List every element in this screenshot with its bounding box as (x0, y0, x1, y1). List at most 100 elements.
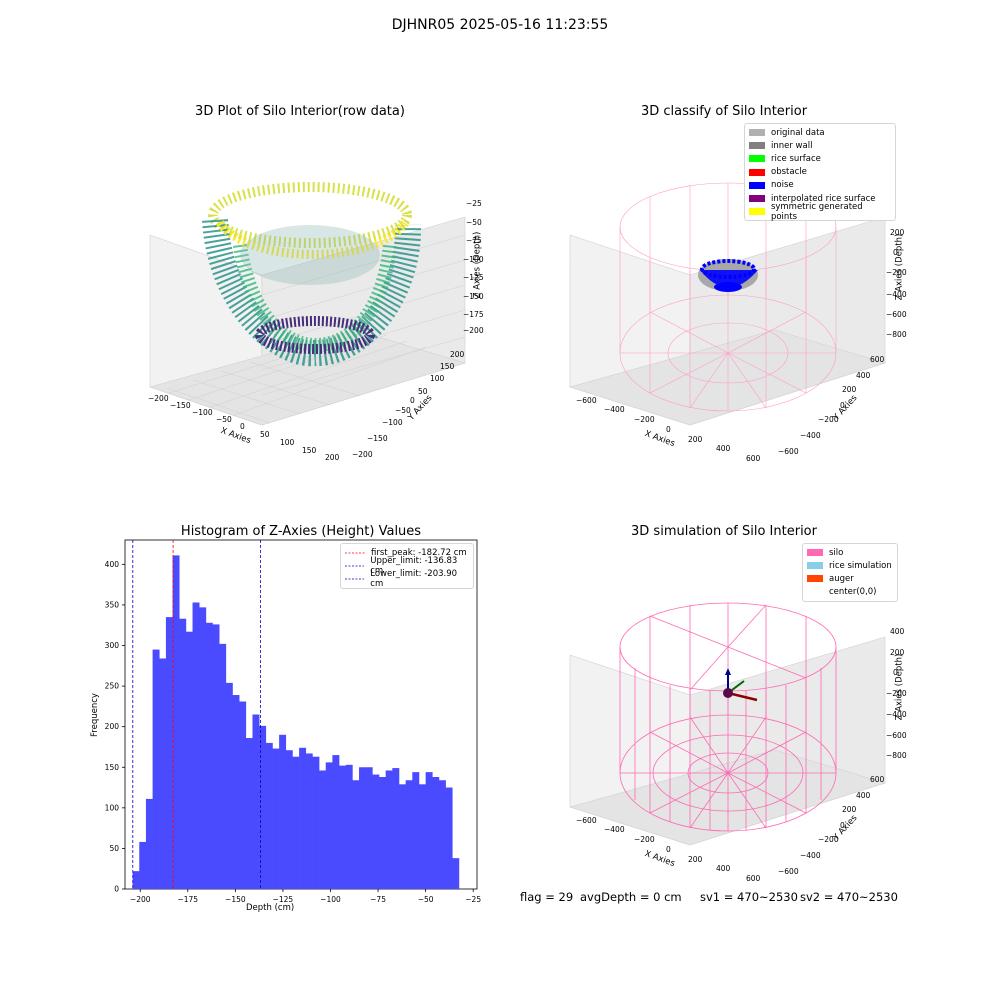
z-tick: 200 (890, 228, 905, 237)
y-tick: 200 (842, 385, 857, 394)
histogram-bar (392, 768, 400, 889)
histogram-bar (259, 725, 267, 889)
y-tick: 150 (440, 362, 455, 371)
z-tick: −50 (466, 218, 482, 227)
x-tick: −150 (170, 401, 191, 410)
y-tick-label: 50 (109, 844, 119, 853)
legend-swatch (345, 565, 365, 567)
z-tick: −125 (463, 273, 484, 282)
y-tick: 100 (430, 374, 445, 383)
histogram-bar (325, 762, 333, 889)
histogram-bar (385, 770, 393, 889)
z-tick: −800 (886, 751, 907, 760)
cylinder-wireframe-icon (619, 602, 837, 832)
x-tick: 0 (240, 422, 245, 431)
histogram-bar (279, 734, 287, 889)
legend-entry: obstacle (749, 166, 891, 179)
y-tick: −200 (818, 835, 839, 844)
histogram-bar (245, 738, 253, 889)
avg-depth-text: avgDepth = 0 cm (580, 890, 682, 904)
histogram-bar (292, 756, 300, 889)
panel4-legend: silo rice simulation auger center(0,0) (802, 543, 898, 602)
panel4-title: 3D simulation of Silo Interior (631, 524, 817, 539)
legend-swatch (749, 155, 765, 163)
y-tick: −50 (395, 406, 411, 415)
histogram-bar (145, 798, 153, 889)
legend-label: rice surface (771, 153, 821, 164)
histogram-bar (265, 742, 273, 889)
x-tick: −400 (604, 825, 625, 834)
histogram-bar (132, 871, 140, 889)
histogram-bar (159, 658, 167, 889)
panel2-title: 3D classify of Silo Interior (640, 104, 808, 119)
y-tick: −600 (778, 447, 799, 456)
histogram-bar (285, 750, 293, 889)
histogram-bar (272, 748, 280, 889)
3d-axes-box-icon (568, 636, 887, 846)
legend-entry: inner wall (749, 139, 891, 152)
x-tick: 400 (716, 444, 731, 453)
histogram-bar (319, 770, 327, 889)
histogram-bar (445, 787, 453, 889)
histogram-bar (139, 841, 147, 889)
x-tick: −50 (216, 415, 232, 424)
x-tick: −400 (604, 405, 625, 414)
x-tick: −600 (576, 396, 597, 405)
y-tick: −150 (367, 434, 388, 443)
legend-label: rice simulation (829, 560, 892, 571)
y-tick: 0 (840, 821, 845, 830)
x-tick: −100 (192, 408, 213, 417)
z-tick: 0 (893, 668, 898, 677)
panel2-legend: original data inner wall rice surface ob… (744, 123, 896, 222)
legend-swatch (749, 168, 765, 176)
histogram-bar (252, 714, 260, 889)
histogram-bar (219, 643, 227, 889)
histogram-bar (185, 631, 193, 889)
histogram-bar (299, 747, 307, 889)
z-tick: −150 (463, 292, 484, 301)
y-tick: −200 (352, 450, 373, 459)
z-tick: −175 (463, 310, 484, 319)
panel1-zlabel: Z Axies (Depth) (472, 231, 483, 299)
y-tick: 600 (870, 775, 885, 784)
z-tick: −400 (886, 290, 907, 299)
bowl-point-cloud-icon (202, 182, 422, 367)
x-tick: −200 (634, 835, 655, 844)
figure-suptitle: DJHNR05 2025-05-16 11:23:55 (391, 17, 609, 33)
y-tick: 400 (856, 371, 871, 380)
y-tick: −200 (818, 415, 839, 424)
histogram-bar (305, 753, 313, 889)
x-tick: 0 (666, 425, 671, 434)
y-tick: 0 (410, 396, 415, 405)
x-tick: 200 (688, 855, 703, 864)
histogram-chart: −200 −175 −150 −125 −100 −75 −50 −25 0 50 100 150 2… (105, 539, 481, 904)
histogram-bar (359, 767, 366, 889)
legend-label: symmetric generated points (770, 201, 863, 222)
histogram-bar (152, 649, 160, 889)
legend-label: first_peak: -182.72 cm (371, 547, 467, 558)
histogram-bar (352, 780, 360, 889)
x-tick: 400 (716, 864, 731, 873)
x-tick: 0 (666, 845, 671, 854)
legend-swatch (345, 578, 365, 580)
y-tick: −600 (778, 867, 799, 876)
histogram-bar (205, 622, 213, 889)
legend-entry: interpolated rice surface (749, 192, 891, 205)
legend-entry: symmetric generated points (749, 202, 891, 222)
panel4-3d-plot (568, 602, 887, 846)
legend-swatch (749, 181, 765, 189)
y-tick-label: 100 (105, 803, 120, 812)
z-tick: −75 (466, 236, 482, 245)
x-tick-label: −175 (177, 895, 198, 904)
legend-label: inner wall (771, 140, 813, 151)
histogram-bar (379, 776, 386, 889)
histogram-bar (199, 607, 207, 889)
panel2-3d-plot (568, 182, 887, 426)
histogram-bar (179, 618, 187, 889)
cylinder-wireframe-icon (619, 182, 837, 412)
y-tick-label: 200 (105, 722, 120, 731)
y-tick: −100 (382, 418, 403, 427)
histogram-bar (312, 756, 320, 889)
x-tick: 100 (280, 438, 295, 447)
z-tick: −800 (886, 330, 907, 339)
